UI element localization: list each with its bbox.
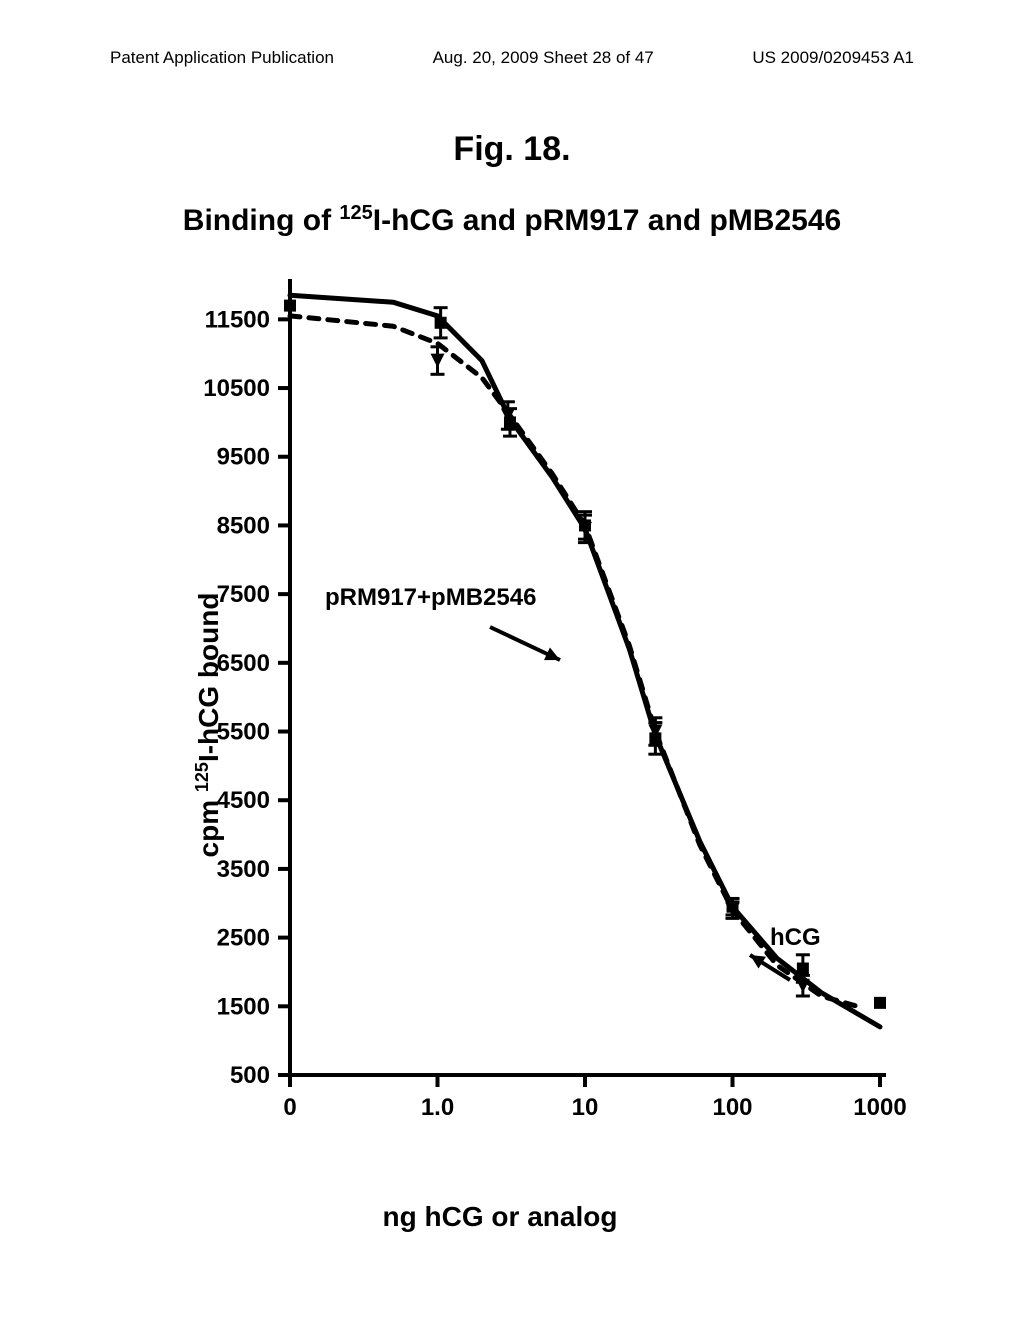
svg-text:11500: 11500: [205, 306, 270, 333]
svg-text:8500: 8500: [217, 512, 270, 539]
figure-title: Binding of 125I-hCG and pRM917 and pMB25…: [0, 202, 1024, 238]
chart-container: cpm 125I-hCG bound 500150025003500450055…: [90, 265, 910, 1185]
ylabel-sup: 125: [192, 762, 212, 792]
svg-text:hCG: hCG: [770, 924, 821, 951]
svg-text:2500: 2500: [217, 925, 270, 952]
svg-text:3500: 3500: [217, 856, 270, 883]
title-sup: 125: [339, 202, 372, 224]
svg-text:pRM917+pMB2546: pRM917+pMB2546: [325, 584, 536, 611]
header-right: US 2009/0209453 A1: [752, 48, 914, 68]
svg-text:9500: 9500: [217, 444, 270, 471]
figure-number: Fig. 18.: [0, 130, 1024, 169]
svg-text:1500: 1500: [217, 993, 270, 1020]
svg-text:100: 100: [712, 1094, 752, 1121]
title-prefix: Binding of: [183, 204, 340, 237]
title-suffix: I-hCG and pRM917 and pMB2546: [373, 204, 841, 237]
ylabel-suffix: I-hCG bound: [193, 593, 224, 763]
ylabel-prefix: cpm: [193, 792, 224, 857]
svg-text:500: 500: [230, 1062, 270, 1089]
svg-text:10: 10: [572, 1094, 599, 1121]
svg-text:1000: 1000: [853, 1094, 906, 1121]
header-left: Patent Application Publication: [110, 48, 334, 68]
y-axis-label: cpm 125I-hCG bound: [192, 593, 225, 858]
patent-header: Patent Application Publication Aug. 20, …: [0, 48, 1024, 68]
x-axis-label: ng hCG or analog: [90, 1201, 910, 1233]
svg-text:0: 0: [283, 1094, 296, 1121]
header-center: Aug. 20, 2009 Sheet 28 of 47: [433, 48, 654, 68]
svg-text:1.0: 1.0: [421, 1094, 454, 1121]
svg-text:10500: 10500: [203, 375, 270, 402]
